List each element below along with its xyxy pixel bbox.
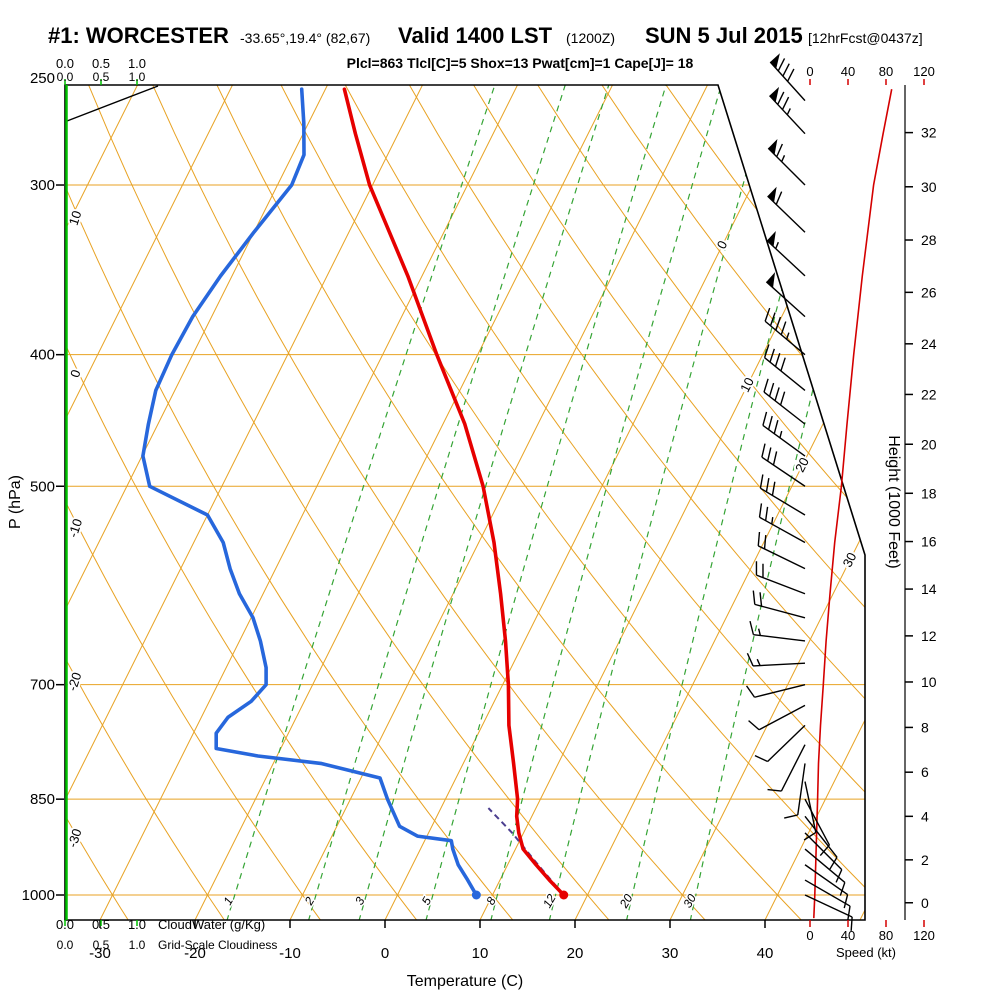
svg-text:120: 120 [913,64,935,79]
svg-text:1: 1 [220,895,235,908]
svg-text:16: 16 [921,534,937,550]
dewpoint-curve [141,87,479,897]
svg-text:12: 12 [921,628,937,644]
svg-text:0.0: 0.0 [57,938,74,952]
svg-text:0.5: 0.5 [92,56,110,71]
svg-text:1.0: 1.0 [129,938,146,952]
svg-text:22: 22 [921,386,937,402]
svg-text:1.0: 1.0 [128,917,146,932]
speed-axis-label: Speed (kt) [836,945,896,960]
svg-text:80: 80 [879,64,893,79]
sounding-curves [141,87,569,900]
svg-text:20: 20 [567,945,584,962]
svg-text:10: 10 [472,945,489,962]
svg-text:24: 24 [921,336,937,352]
svg-text:0.0: 0.0 [57,70,74,84]
svg-text:40: 40 [841,64,855,79]
cloudwater-axis-label: CloudWater (g/Kg) [158,917,265,932]
plot-frame [64,84,866,921]
svg-text:120: 120 [913,928,935,943]
surface-temp-dot [559,890,569,900]
station-title: #1: WORCESTER [48,23,229,48]
svg-text:700: 700 [30,677,55,694]
svg-text:1000: 1000 [22,887,55,904]
svg-text:40: 40 [757,945,774,962]
svg-text:0: 0 [806,64,813,79]
svg-text:14: 14 [921,581,937,597]
svg-text:6: 6 [921,764,929,780]
svg-text:2: 2 [921,852,929,868]
svg-text:1.0: 1.0 [129,70,146,84]
valid-time: Valid 1400 LST [398,23,553,48]
forecast-tag: [12hrFcst@0437z] [808,30,923,46]
svg-text:0: 0 [67,368,84,380]
wind-speed-curve [813,89,893,919]
svg-text:850: 850 [30,791,55,808]
svg-text:0.0: 0.0 [56,917,74,932]
topleft-corner-line [66,85,159,122]
svg-text:20: 20 [921,436,937,452]
svg-text:18: 18 [921,485,937,501]
valid-zulu: (1200Z) [566,30,615,46]
stability-indices: Plcl=863 Tlcl[C]=5 Shox=13 Pwat[cm]=1 Ca… [347,55,694,71]
svg-text:40: 40 [841,928,855,943]
svg-text:0.5: 0.5 [93,938,110,952]
height-axis-label: Height (1000 Feet) [885,435,902,568]
station-coords: -33.65°,19.4° (82,67) [240,30,370,46]
svg-text:10: 10 [921,674,937,690]
svg-text:500: 500 [30,478,55,495]
cloudiness-axis-label: Grid-Scale Cloudiness [158,938,277,952]
svg-text:0: 0 [806,928,813,943]
svg-text:0: 0 [381,945,389,962]
svg-text:8: 8 [921,719,929,735]
svg-text:28: 28 [921,232,937,248]
valid-date: SUN 5 Jul 2015 [645,23,803,48]
svg-text:-10: -10 [65,517,85,540]
pressure-axis-label: P (hPa) [7,475,24,529]
svg-text:-10: -10 [279,945,301,962]
svg-text:0: 0 [921,895,929,911]
svg-text:-20: -20 [184,945,206,962]
svg-text:4: 4 [921,808,929,824]
surface-dewpoint-dot [471,890,481,900]
svg-text:32: 32 [921,125,937,141]
svg-text:30: 30 [840,550,860,570]
svg-text:400: 400 [30,347,55,364]
svg-text:20: 20 [792,455,812,475]
temperature-curve [342,87,566,897]
svg-text:0.5: 0.5 [92,917,110,932]
svg-text:0.0: 0.0 [56,56,74,71]
svg-text:80: 80 [879,928,893,943]
wind-barbs [745,53,853,931]
svg-text:30: 30 [921,179,937,195]
svg-text:10: 10 [737,375,757,395]
svg-text:30: 30 [662,945,679,962]
svg-text:300: 300 [30,177,55,194]
svg-text:-30: -30 [89,945,111,962]
svg-text:1.0: 1.0 [128,56,146,71]
svg-text:250: 250 [30,70,55,87]
svg-text:26: 26 [921,284,937,300]
svg-text:10: 10 [66,209,85,227]
svg-text:0.5: 0.5 [93,70,110,84]
svg-text:0: 0 [714,238,731,251]
temperature-axis-label: Temperature (C) [407,973,523,990]
